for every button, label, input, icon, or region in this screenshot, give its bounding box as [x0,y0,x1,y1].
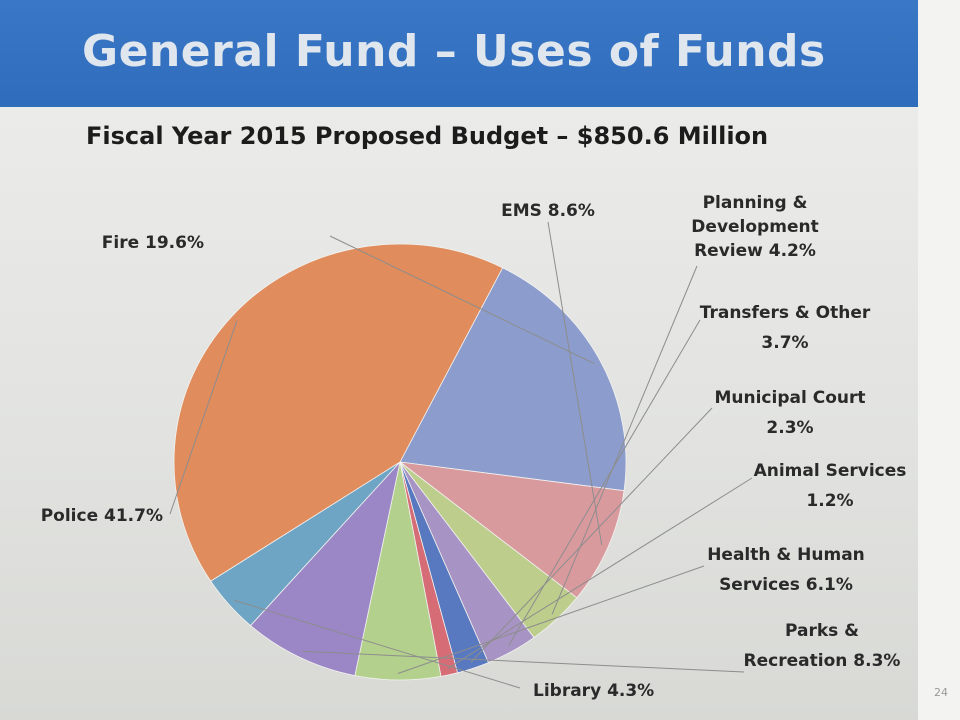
slide-title: General Fund – Uses of Funds [82,26,826,77]
data-label-animal-services: Animal Services 1.2% [754,461,907,511]
leader-line-library [234,599,521,689]
pie-slice-police [173,243,504,582]
page-number: 24 [934,686,948,699]
title-banner: General Fund – Uses of Funds [0,0,918,107]
data-label-library: Library 4.3% [533,681,654,701]
data-label-municipal-court: Municipal Court 2.3% [714,388,865,438]
leader-line-parks-and-recreation [302,650,745,673]
data-label-fire: Fire 19.6% [102,233,204,253]
chart-title: Fiscal Year 2015 Proposed Budget – $850.… [86,122,769,150]
data-label-ems: EMS 8.6% [501,201,595,221]
leader-line-health-and-human-services [397,565,705,674]
pie-slice-ems [398,461,625,599]
leader-line-animal-services [447,477,753,669]
data-label-police: Police 41.7% [41,506,163,526]
leader-line-ems [547,221,603,545]
leader-line-planning-and-development-review [551,265,698,615]
leader-line-fire [329,235,595,365]
data-label-transfers-and-other: Transfers & Other 3.7% [700,303,871,353]
data-label-planning-and-development-review: Planning & Development Review 4.2% [691,193,818,261]
slide-edge [918,0,960,720]
data-label-health-and-human-services: Health & Human Services 6.1% [707,545,865,595]
leader-line-police [169,320,238,515]
data-label-parks-and-recreation: Parks & Recreation 8.3% [744,621,901,671]
pie-slice-parks-and-recreation [249,460,401,677]
pie-slice-fire [399,267,627,492]
leader-line-municipal-court [470,407,713,663]
leader-line-transfers-and-other [508,319,701,646]
